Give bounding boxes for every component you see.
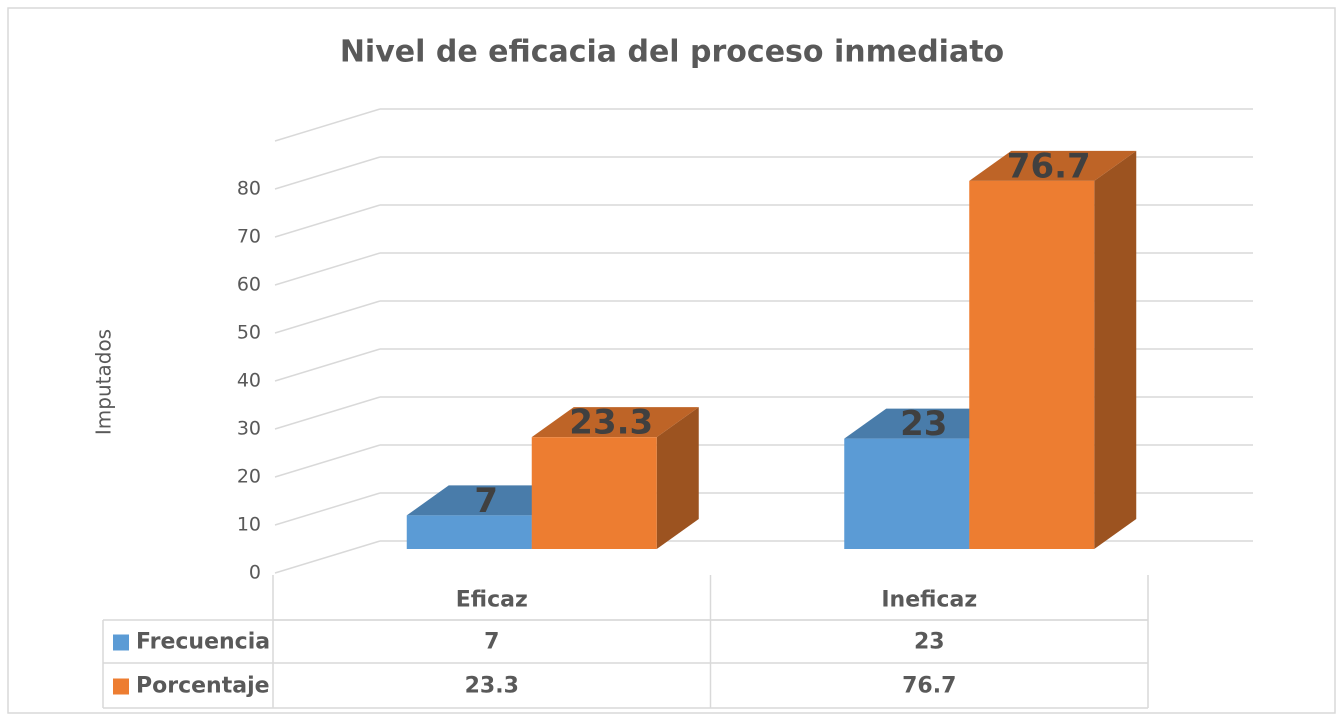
grid-line — [274, 252, 381, 286]
legend-swatch — [113, 678, 129, 695]
y-tick-label: 10 — [237, 514, 261, 536]
grid-line — [274, 492, 381, 526]
grid-line — [274, 540, 381, 574]
data-label: 23 — [900, 404, 947, 444]
y-tick-label: 0 — [249, 562, 261, 584]
legend-label: Frecuencia — [136, 630, 270, 655]
bar-side — [1094, 150, 1137, 549]
bar — [406, 515, 532, 549]
y-tick-label: 30 — [237, 418, 261, 440]
table-value: 23.3 — [465, 674, 519, 699]
y-axis-label: Imputados — [92, 329, 116, 435]
y-tick-label: 60 — [237, 274, 261, 296]
legend-label: Porcentaje — [136, 674, 270, 699]
grid-line — [274, 156, 381, 190]
data-label: 76.7 — [1007, 146, 1091, 186]
y-tick-label: 40 — [237, 370, 261, 392]
table-value: 23 — [914, 630, 945, 655]
y-tick-label: 80 — [237, 178, 261, 200]
y-tick-label: 50 — [237, 322, 261, 344]
bar-top — [969, 150, 1137, 181]
table-value: 7 — [484, 630, 499, 655]
y-tick-label: 20 — [237, 466, 261, 488]
y-tick-label: 70 — [237, 226, 261, 248]
data-label: 23.3 — [569, 403, 653, 443]
legend-swatch — [113, 634, 129, 651]
data-label: 7 — [474, 481, 498, 521]
x-tick-label: Eficaz — [456, 588, 528, 613]
table-value: 76.7 — [902, 674, 956, 699]
bar — [531, 437, 657, 549]
chart-title: Nivel de eficacia del proceso inmediato — [340, 35, 1004, 70]
grid-line — [274, 444, 381, 478]
bar-top — [531, 407, 699, 438]
wall-edge — [274, 108, 381, 142]
bar — [844, 438, 970, 549]
bar-side — [656, 407, 699, 549]
grid-line — [274, 348, 381, 382]
grid-line — [274, 396, 381, 430]
bar — [969, 180, 1095, 549]
x-tick-label: Ineficaz — [881, 588, 977, 613]
grid-line — [274, 300, 381, 334]
grid-line — [274, 204, 381, 238]
